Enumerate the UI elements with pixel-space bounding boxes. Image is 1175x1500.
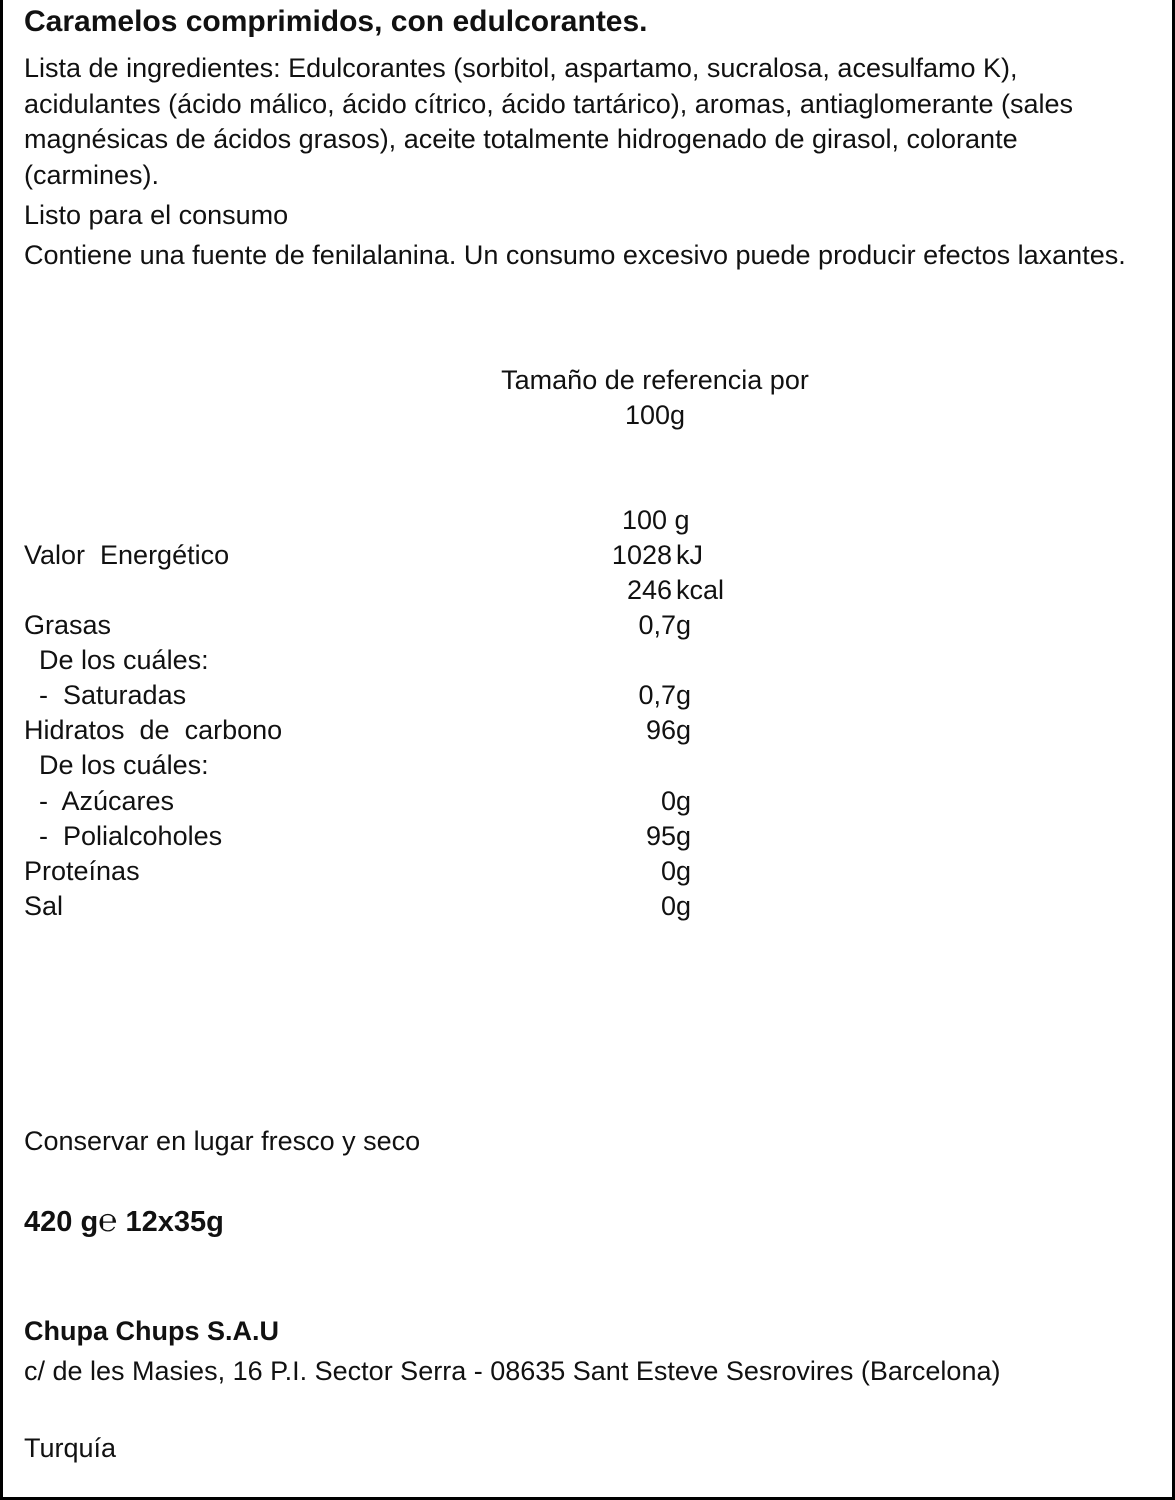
nutrient-label: De los cuáles:: [24, 645, 209, 676]
nutrient-label: Grasas: [24, 610, 112, 640]
ingredients-text: Lista de ingredientes: Edulcorantes (sor…: [24, 53, 1073, 190]
energy-label: Valor Energético: [24, 540, 230, 570]
packs: 12x35g: [125, 1206, 224, 1238]
nutrient-label: - Azúcares: [24, 785, 175, 816]
nutrient-label: - Polialcoholes: [24, 820, 223, 851]
nutrient-label: De los cuáles:: [24, 750, 209, 781]
nutrient-value: 0g: [660, 855, 691, 886]
energy-kj: 1028: [611, 540, 672, 570]
product-title: Caramelos comprimidos, con edulcorantes.: [24, 5, 648, 38]
nutrient-label: Proteínas: [24, 855, 140, 886]
nutrient-label: Sal: [24, 890, 64, 921]
origin-text: Turquía: [24, 1433, 117, 1463]
nutrient-value: 0g: [660, 890, 691, 921]
estimated-sign-icon: ℮: [98, 1201, 118, 1239]
energy-kj-unit: kJ: [676, 540, 703, 570]
warning-text: Contiene una fuente de fenilalanina. Un …: [24, 240, 1126, 270]
address-text: c/ de les Masies, 16 P.I. Sector Serra -…: [24, 1356, 1001, 1386]
reference-line1: Tamaño de referencia por: [501, 365, 809, 395]
nutrient-value: 95g: [645, 820, 691, 851]
reference-line2: 100g: [624, 400, 686, 430]
energy-kcal: 246: [626, 575, 672, 605]
storage-text: Conservar en lugar fresco y seco: [24, 1126, 421, 1156]
weight: 420 g: [24, 1206, 99, 1238]
net-weight: 420 g℮ 12x35g: [24, 1203, 224, 1240]
energy-kcal-unit: kcal: [676, 575, 725, 605]
nutrient-value: 0,7g: [638, 610, 691, 640]
ready-text: Listo para el consumo: [24, 200, 289, 230]
nutrient-label: - Saturadas: [24, 680, 187, 711]
nutrient-value: 96g: [645, 715, 691, 746]
company-name: Chupa Chups S.A.U: [24, 1316, 279, 1346]
nutrient-value: 0g: [660, 785, 691, 816]
nutrient-label: Hidratos de carbono: [24, 715, 283, 746]
nutrient-value: 0,7g: [638, 680, 691, 711]
column-header: 100 g: [622, 505, 690, 535]
